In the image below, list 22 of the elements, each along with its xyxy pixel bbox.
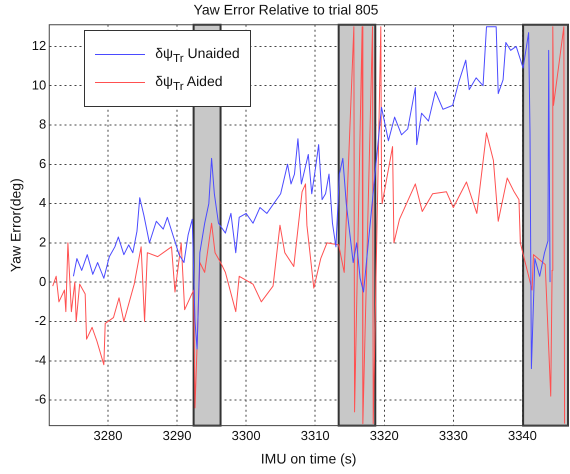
x-tick-label: 3320 [370,428,399,443]
x-tick-label: 3280 [94,428,122,443]
legend-label: δψ$_{Tr}$ Unaided [155,44,240,65]
x-tick-label: 3300 [232,428,261,443]
y-tick-label: -4 [34,352,46,368]
x-tick-label: 3290 [162,428,192,443]
y-tick-label: 12 [32,38,46,53]
y-axis-title: Yaw Error(deg) [7,178,24,272]
legend-label: δψ$_{Tr}$ Aided [155,72,223,92]
y-tick-label: 2 [39,234,46,250]
y-tick-label: 8 [39,116,46,132]
x-tick-label: 3310 [300,428,330,443]
y-tick-label: 6 [39,156,46,171]
x-axis-title: IMU on time (s) [260,450,356,466]
x-tick-label: 3330 [438,428,468,443]
y-tick-label: -6 [34,392,46,407]
chart-title: Yaw Error Relative to trial 805 [194,1,379,18]
y-tick-label: 4 [39,195,46,210]
x-tick-label: 3340 [508,428,537,443]
y-tick-label: -2 [34,313,46,328]
y-tick-label: 0 [39,274,46,289]
y-tick-label: 10 [32,77,46,92]
